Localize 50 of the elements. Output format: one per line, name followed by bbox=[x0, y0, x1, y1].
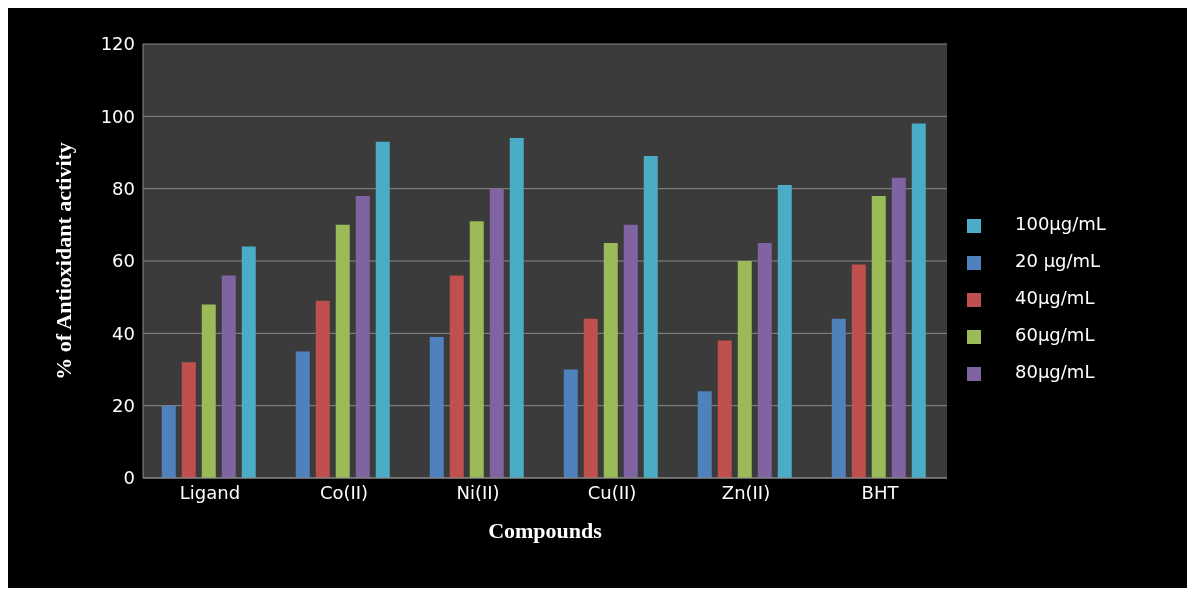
bar bbox=[831, 318, 846, 478]
legend-label: 80µg/mL bbox=[1015, 360, 1095, 382]
legend-label: 100µg/mL bbox=[1015, 212, 1106, 234]
bar bbox=[777, 185, 792, 478]
bar bbox=[509, 138, 524, 478]
y-tick-label: 0 bbox=[123, 467, 135, 489]
legend-label: 40µg/mL bbox=[1015, 286, 1095, 308]
bar bbox=[871, 195, 886, 478]
bar bbox=[295, 351, 310, 478]
x-tick-label: Zn(II) bbox=[721, 481, 771, 503]
x-tick-label: Ligand bbox=[179, 481, 241, 503]
bar bbox=[623, 224, 638, 478]
bar bbox=[717, 340, 732, 478]
bar bbox=[449, 275, 464, 478]
y-tick-label: 40 bbox=[112, 322, 135, 344]
x-axis-title: Compounds bbox=[488, 518, 603, 543]
bar bbox=[221, 275, 236, 478]
y-axis-title: % of Antioxidant activity bbox=[50, 142, 76, 380]
x-tick-label: Co(II) bbox=[319, 481, 369, 503]
bar bbox=[181, 362, 196, 478]
y-tick-label: 120 bbox=[100, 33, 135, 55]
bar bbox=[201, 304, 216, 478]
bar bbox=[851, 264, 866, 478]
bar bbox=[241, 246, 256, 478]
bar bbox=[335, 224, 350, 478]
x-tick-label: BHT bbox=[861, 481, 900, 503]
bar bbox=[469, 221, 484, 478]
y-tick-label: 80 bbox=[112, 178, 135, 200]
x-tick-label: Ni(II) bbox=[456, 481, 500, 503]
legend-label: 20 µg/mL bbox=[1015, 249, 1101, 271]
bar bbox=[643, 156, 658, 478]
bar bbox=[891, 177, 906, 478]
bar bbox=[355, 195, 370, 478]
bar bbox=[737, 261, 752, 478]
bar bbox=[757, 242, 772, 478]
bar bbox=[375, 141, 390, 478]
y-tick-label: 20 bbox=[112, 395, 135, 417]
bar bbox=[563, 369, 578, 478]
bar bbox=[161, 405, 176, 478]
y-tick-label: 60 bbox=[112, 250, 135, 272]
x-tick-label: Cu(II) bbox=[587, 481, 637, 503]
bar bbox=[315, 300, 330, 478]
bar bbox=[697, 391, 712, 478]
bar bbox=[603, 242, 618, 478]
bar bbox=[583, 318, 598, 478]
legend-label: 60µg/mL bbox=[1015, 323, 1095, 345]
y-tick-label: 100 bbox=[100, 105, 135, 127]
bar bbox=[911, 123, 926, 478]
bar bbox=[429, 336, 444, 478]
bar bbox=[489, 188, 504, 478]
